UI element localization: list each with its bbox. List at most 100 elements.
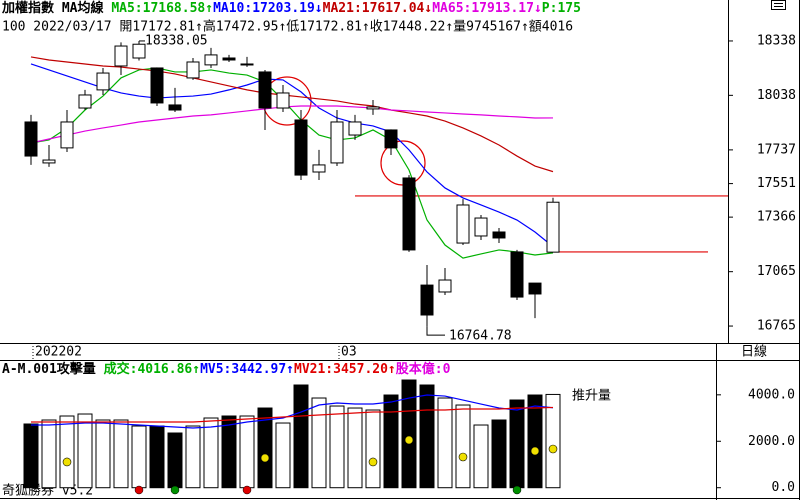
signal-dot bbox=[62, 457, 72, 467]
header-segment: 股本億:0 bbox=[396, 361, 451, 377]
candle-body bbox=[150, 67, 164, 104]
ma-line bbox=[30, 105, 554, 144]
header-segment: 成交:4016.86↑ bbox=[104, 361, 200, 377]
candle-body bbox=[222, 57, 236, 61]
y-tick-label: 17551 bbox=[757, 176, 796, 191]
candle-body bbox=[258, 71, 272, 109]
candle-body bbox=[402, 177, 416, 251]
mv-line bbox=[31, 394, 554, 429]
candle-body bbox=[60, 121, 74, 149]
y-tick-label: 17366 bbox=[757, 210, 796, 225]
header-segment: 加權指數 MA均線 bbox=[1, 0, 111, 16]
volume-bar bbox=[77, 413, 93, 489]
candle-body bbox=[132, 43, 146, 59]
volume-bar bbox=[149, 425, 165, 489]
y-tick-label: 18038 bbox=[757, 88, 796, 103]
header: 加權指數 MA均線 MA5:17168.58↑MA10:17203.19↓MA2… bbox=[1, 0, 581, 16]
candle-body bbox=[510, 251, 524, 298]
mv-line bbox=[31, 406, 554, 423]
header: A-M.001攻擊量 成交:4016.86↑MV5:3442.97↑MV21:3… bbox=[2, 361, 451, 377]
volume-bar bbox=[275, 422, 291, 489]
candle-body bbox=[366, 106, 380, 110]
volume-bar bbox=[113, 419, 129, 489]
signal-marker bbox=[242, 485, 252, 495]
y-tick-label: 2000.0 bbox=[748, 434, 795, 449]
volume-bar bbox=[239, 415, 255, 489]
candle-body bbox=[384, 129, 398, 149]
signal-marker bbox=[170, 485, 180, 495]
volume-bar bbox=[311, 397, 327, 489]
info-line: 100 2022/03/17 開17172.81↑高17472.95↑低1717… bbox=[2, 19, 573, 35]
volume-bar bbox=[131, 425, 147, 489]
volume-bar bbox=[347, 407, 363, 489]
candle-body bbox=[78, 94, 92, 109]
volume-bar bbox=[401, 379, 417, 489]
signal-dot bbox=[458, 452, 468, 462]
y-tick-label: 17737 bbox=[757, 142, 796, 157]
signal-dot bbox=[404, 435, 414, 445]
ma-line bbox=[30, 63, 554, 248]
volume-bar bbox=[383, 394, 399, 489]
candle-body bbox=[240, 63, 254, 66]
volume-bar bbox=[473, 424, 489, 489]
max-label: 18338.05 bbox=[145, 33, 208, 48]
y-tick-label: 0.0 bbox=[772, 480, 795, 495]
volume-bar bbox=[455, 404, 471, 489]
candle-body bbox=[312, 164, 326, 173]
min-label: 16764.78 bbox=[449, 329, 512, 344]
window-icon[interactable] bbox=[771, 0, 786, 10]
volume-bar bbox=[167, 432, 183, 489]
volume-bar bbox=[491, 419, 507, 489]
volume-bar bbox=[419, 384, 435, 489]
icon-box bbox=[771, 0, 786, 10]
candle-body bbox=[528, 282, 542, 295]
candle-body bbox=[204, 54, 218, 66]
candle-body bbox=[168, 104, 182, 111]
candle-body bbox=[438, 279, 452, 293]
y-tick-label: 17065 bbox=[757, 264, 796, 279]
y-tick-label: 4000.0 bbox=[748, 387, 795, 402]
header-segment: MA65:17913.17↓ bbox=[432, 1, 542, 16]
volume-bar bbox=[545, 393, 561, 489]
volume-bar bbox=[437, 397, 453, 489]
candle-body bbox=[456, 204, 470, 244]
volume-bar bbox=[329, 405, 345, 489]
candle-body bbox=[348, 121, 362, 136]
plot-layer bbox=[23, 40, 733, 495]
candle-body bbox=[330, 121, 344, 164]
header-segment: MA10:17203.19↓ bbox=[213, 1, 323, 16]
x-tick-label: 03 bbox=[341, 345, 357, 360]
signal-dot bbox=[548, 444, 558, 454]
volume-bar bbox=[365, 409, 381, 489]
volume-bar bbox=[59, 415, 75, 489]
candle-body bbox=[42, 159, 56, 164]
ma-line bbox=[30, 67, 554, 259]
volume-bar bbox=[509, 399, 525, 489]
volume-bar bbox=[257, 407, 273, 489]
candle-body bbox=[492, 231, 506, 239]
ma-line bbox=[30, 56, 554, 173]
volume-bar bbox=[221, 415, 237, 489]
signal-dot bbox=[530, 446, 540, 456]
volume-bar bbox=[185, 425, 201, 489]
header-segment: MA5:17168.58↑ bbox=[111, 1, 213, 16]
candle-body bbox=[474, 217, 488, 237]
volume-bar bbox=[23, 423, 39, 489]
candle-body bbox=[186, 61, 200, 79]
candle-body bbox=[546, 201, 560, 253]
candle-body bbox=[420, 284, 434, 316]
header-segment: MV21:3457.20↑ bbox=[294, 362, 396, 377]
period-label: 日線 bbox=[741, 344, 767, 360]
candle-body bbox=[24, 121, 38, 157]
signal-marker bbox=[134, 485, 144, 495]
volume-bar bbox=[527, 394, 543, 489]
candle-body bbox=[276, 92, 290, 109]
y-tick-label: 16765 bbox=[757, 319, 796, 334]
signal-dot bbox=[260, 453, 270, 463]
y-tick-label: 18338 bbox=[757, 33, 796, 48]
volume-bar bbox=[41, 419, 57, 489]
header-segment: A-M.001攻擊量 bbox=[2, 361, 104, 377]
